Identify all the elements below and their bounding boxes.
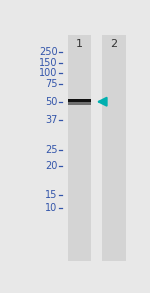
Bar (68, 102, 91, 105)
Bar (68, 35, 91, 261)
Text: 37: 37 (45, 115, 58, 125)
Text: 20: 20 (45, 161, 58, 171)
Bar (68, 98, 91, 102)
Text: 15: 15 (45, 190, 58, 200)
Text: 75: 75 (45, 79, 58, 89)
Text: 25: 25 (45, 145, 58, 155)
Text: 10: 10 (45, 203, 58, 213)
Text: 150: 150 (39, 58, 58, 68)
Text: 250: 250 (39, 47, 58, 57)
Bar (102, 35, 126, 261)
Text: 100: 100 (39, 68, 58, 78)
Text: 2: 2 (111, 39, 118, 49)
Text: 1: 1 (76, 39, 83, 49)
Text: 50: 50 (45, 97, 58, 107)
